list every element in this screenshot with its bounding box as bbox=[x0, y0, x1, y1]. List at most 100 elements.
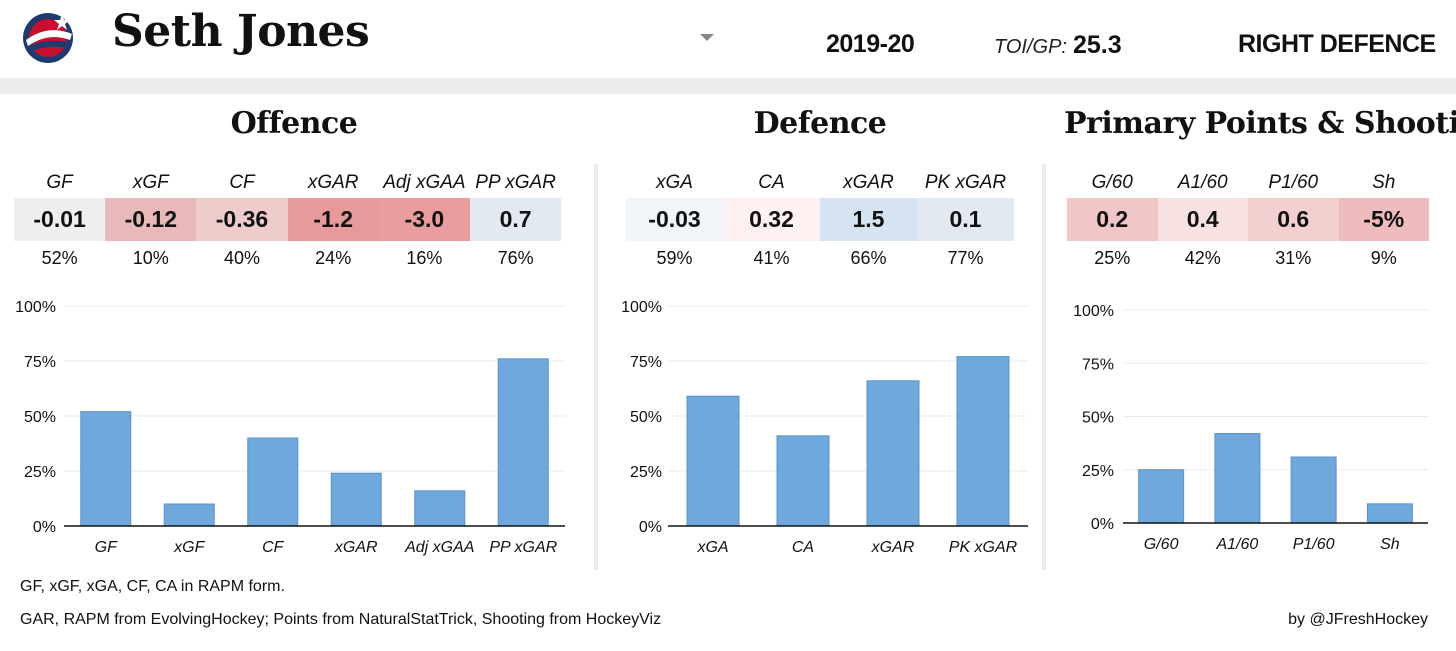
metric-header: CF bbox=[229, 172, 255, 193]
x-tick-label: CF bbox=[262, 539, 285, 556]
x-tick-label: xGA bbox=[696, 539, 728, 556]
player-dropdown-icon[interactable] bbox=[700, 34, 714, 41]
metric-percentile: 76% bbox=[497, 248, 534, 268]
x-tick-label: CA bbox=[792, 539, 814, 556]
metric-value: 0.4 bbox=[1157, 198, 1248, 241]
x-tick-label: xGF bbox=[173, 539, 205, 556]
metric-value: -0.36 bbox=[196, 198, 288, 241]
metric-percentile: 31% bbox=[1275, 248, 1312, 268]
metric-header: CA bbox=[758, 172, 785, 193]
metric-percentile: 66% bbox=[850, 248, 887, 268]
metric-header: xGAR bbox=[843, 172, 894, 193]
bar bbox=[247, 437, 299, 527]
x-tick-label: PP xGAR bbox=[489, 539, 557, 556]
toi-value: 25.3 bbox=[1073, 31, 1122, 59]
metric-percentile: 52% bbox=[41, 248, 78, 268]
metric-header: Sh bbox=[1372, 172, 1396, 193]
metric-header: A1/60 bbox=[1177, 172, 1228, 193]
y-tick-label: 50% bbox=[630, 409, 662, 426]
x-tick-label: Adj xGAA bbox=[404, 539, 474, 556]
x-tick-label: A1/60 bbox=[1215, 536, 1258, 553]
sources-note: GAR, RAPM from EvolvingHockey; Points fr… bbox=[20, 611, 662, 628]
metric-header: Adj xGAA bbox=[383, 172, 466, 193]
y-tick-label: 100% bbox=[15, 299, 56, 316]
toi-label: TOI/GP: bbox=[994, 36, 1067, 58]
metric-percentile: 16% bbox=[406, 248, 443, 268]
bar bbox=[497, 358, 549, 527]
y-tick-label: 100% bbox=[1073, 303, 1114, 320]
metric-value: -0.12 bbox=[105, 198, 197, 241]
season-label: 2019-20 bbox=[826, 30, 915, 58]
y-tick-label: 25% bbox=[24, 464, 56, 481]
y-tick-label: 0% bbox=[33, 519, 56, 536]
x-tick-label: P1/60 bbox=[1293, 536, 1335, 553]
player-header: Seth Jones 2019-20 TOI/GP: 25.3 RIGHT DE… bbox=[0, 0, 1456, 78]
x-tick-label: G/60 bbox=[1144, 536, 1179, 553]
offence-title: Offence bbox=[230, 106, 358, 141]
metric-value: 0.1 bbox=[917, 198, 1014, 241]
metric-value: 0.7 bbox=[470, 198, 562, 241]
y-tick-label: 50% bbox=[1082, 410, 1114, 427]
y-tick-label: 25% bbox=[630, 464, 662, 481]
defence-bar-chart: 0% 25% 50% 75% 100% xGA CA xGAR PK xGAR bbox=[621, 299, 1028, 556]
metric-value: -1.2 bbox=[287, 198, 379, 241]
metric-header: PK xGAR bbox=[924, 172, 1007, 193]
metric-percentile: 42% bbox=[1184, 248, 1221, 268]
bar bbox=[80, 411, 132, 527]
y-tick-label: 75% bbox=[24, 354, 56, 371]
bar bbox=[956, 356, 1010, 527]
metric-percentile: 25% bbox=[1094, 248, 1131, 268]
bar bbox=[1366, 503, 1413, 524]
bar bbox=[1138, 469, 1185, 524]
metric-value: -0.03 bbox=[626, 198, 723, 241]
metric-percentile: 40% bbox=[223, 248, 260, 268]
metric-value: -0.01 bbox=[14, 198, 106, 241]
bar bbox=[776, 435, 830, 527]
bar bbox=[163, 503, 215, 527]
y-tick-label: 75% bbox=[630, 354, 662, 371]
metric-header: G/60 bbox=[1091, 172, 1133, 193]
player-name: Seth Jones bbox=[112, 6, 370, 57]
metric-value: -5% bbox=[1338, 198, 1429, 241]
metric-value: 0.6 bbox=[1248, 198, 1339, 241]
metric-percentile: 9% bbox=[1370, 248, 1397, 268]
author-credit: by @JFreshHockey bbox=[1288, 611, 1428, 628]
metric-header: xGAR bbox=[307, 172, 359, 193]
metric-header: xGA bbox=[656, 172, 693, 193]
metric-percentile: 10% bbox=[132, 248, 169, 268]
y-tick-label: 25% bbox=[1082, 463, 1114, 480]
bar bbox=[1290, 456, 1337, 524]
bar bbox=[414, 490, 466, 527]
y-tick-label: 75% bbox=[1082, 356, 1114, 373]
metric-percentile: 77% bbox=[947, 248, 984, 268]
bar bbox=[330, 472, 382, 527]
metric-percentile: 41% bbox=[753, 248, 790, 268]
position-label: RIGHT DEFENCE bbox=[1238, 30, 1436, 58]
y-tick-label: 0% bbox=[1091, 516, 1114, 533]
x-tick-label: xGAR bbox=[334, 539, 378, 556]
bar bbox=[866, 380, 920, 527]
section-divider bbox=[594, 164, 598, 570]
metric-value: 0.32 bbox=[723, 198, 820, 241]
x-tick-label: PK xGAR bbox=[949, 539, 1018, 556]
defence-title: Defence bbox=[753, 106, 887, 141]
metric-value: 0.2 bbox=[1067, 198, 1158, 241]
y-tick-label: 50% bbox=[24, 409, 56, 426]
y-tick-label: 0% bbox=[639, 519, 662, 536]
metric-value: -3.0 bbox=[378, 198, 470, 241]
offence-bar-chart: 0% 25% 50% 75% 100% GF xGF CF xGAR Adj xGAA PP xGA… bbox=[15, 299, 565, 556]
metric-header: GF bbox=[46, 172, 73, 193]
bar bbox=[1214, 433, 1261, 524]
points-shooting-bar-chart: 0% 25% 50% 75% 100% G/60 A1/60 P1/60 Sh bbox=[1073, 303, 1428, 553]
x-tick-label: GF bbox=[95, 539, 118, 556]
metric-percentile: 24% bbox=[315, 248, 352, 268]
metric-percentile: 59% bbox=[656, 248, 693, 268]
team-logo-icon bbox=[23, 13, 73, 63]
metric-value: 1.5 bbox=[820, 198, 917, 241]
metric-header: PP xGAR bbox=[475, 172, 556, 193]
y-tick-label: 100% bbox=[621, 299, 662, 316]
metric-header: xGF bbox=[132, 172, 169, 193]
rapm-note: GF, xGF, xGA, CF, CA in RAPM form. bbox=[20, 578, 285, 595]
points-shooting-title: Primary Points & Shooting bbox=[1064, 106, 1456, 141]
bar bbox=[686, 395, 740, 527]
